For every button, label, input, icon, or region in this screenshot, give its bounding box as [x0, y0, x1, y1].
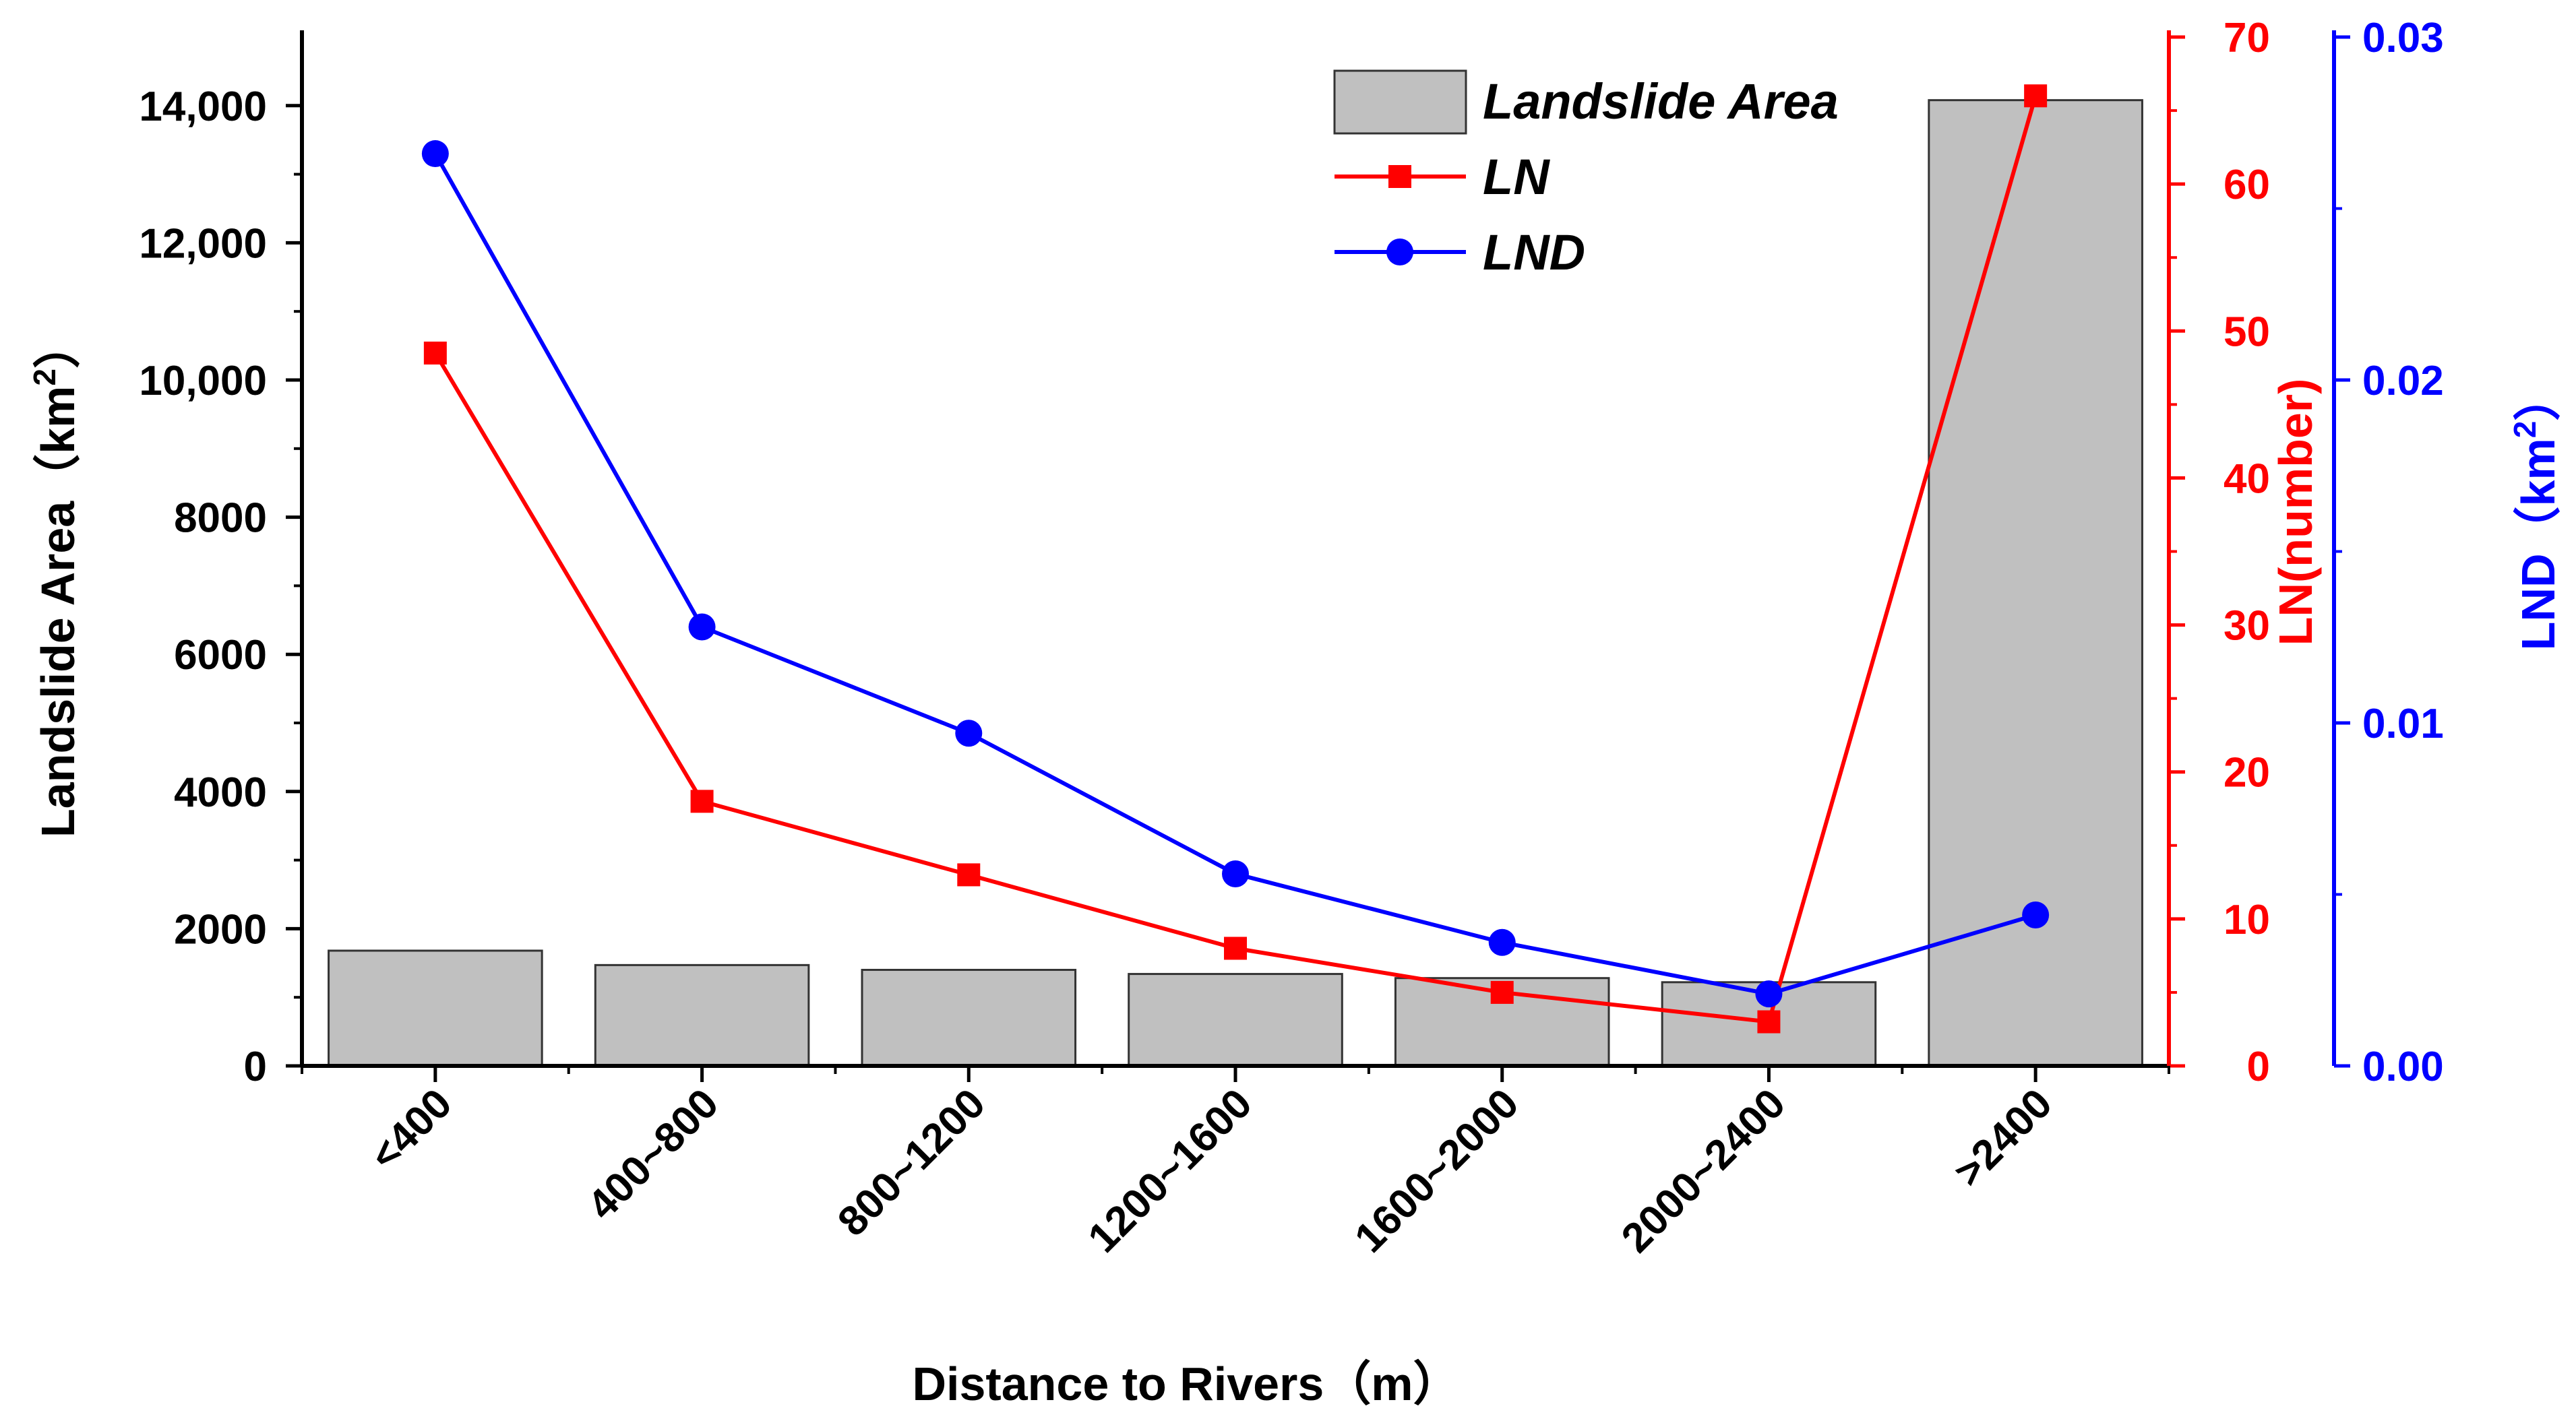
ln-tick-label-7: 70: [2224, 15, 2270, 61]
point-ln-0: [423, 342, 447, 365]
point-lnd-3: [1222, 860, 1249, 887]
left-axis-title-main: Landslide Area（km: [32, 386, 84, 837]
left-tick-label-7: 14,000: [139, 84, 267, 130]
bar-landslide-area-0: [328, 949, 543, 1067]
lnd-tick-label-1: 0.01: [2362, 701, 2444, 747]
point-lnd-0: [421, 140, 449, 168]
lnd-tick-label-3: 0.03: [2362, 15, 2444, 61]
ln-tick-label-2: 20: [2224, 750, 2270, 796]
lnd-tick-label-0: 0.00: [2362, 1044, 2444, 1090]
left-tick-label-0: 0: [244, 1044, 267, 1090]
ln-tick-label-1: 10: [2224, 897, 2270, 943]
ln-tick-label-4: 40: [2224, 455, 2270, 502]
point-lnd-1: [688, 613, 716, 641]
point-ln-2: [957, 863, 981, 887]
left-tick-label-6: 12,000: [139, 220, 267, 267]
legend-marker-lnd: [1386, 239, 1413, 265]
bar-landslide-area-3: [1128, 973, 1343, 1067]
ln-tick-label-6: 60: [2224, 162, 2270, 208]
bar-landslide-area-2: [861, 968, 1077, 1067]
point-ln-4: [1490, 980, 1514, 1004]
left-axis-title-tail: ）: [32, 321, 84, 369]
lnd-tick-label-2: 0.02: [2362, 358, 2444, 404]
legend-marker-ln: [1388, 165, 1411, 188]
line-series: [421, 84, 2050, 1034]
legend-swatch-landslide-area: [1333, 69, 1467, 135]
lnd-axis-title-main: LND（km: [2512, 438, 2565, 650]
legend-label-ln: LN: [1483, 149, 1550, 205]
left-tick-label-2: 4000: [174, 769, 267, 816]
point-lnd-4: [1488, 928, 1516, 956]
ln-tick-label-0: 0: [2247, 1044, 2270, 1090]
legend: Landslide Area LN LND: [1333, 69, 1839, 280]
legend-label-landslide-area: Landslide Area: [1483, 73, 1839, 129]
point-ln-1: [690, 790, 714, 813]
x-axis-title: Distance to Rivers（m）: [912, 1358, 1460, 1410]
left-axis-title-sup: 2: [27, 369, 62, 386]
ln-axis-title: LN(number): [2269, 379, 2322, 646]
point-ln-3: [1224, 937, 1247, 960]
left-tick-label-4: 8000: [174, 495, 267, 542]
point-ln-5: [1757, 1010, 1781, 1034]
left-tick-label-1: 2000: [174, 906, 267, 953]
left-tick-label-3: 6000: [174, 632, 267, 678]
point-lnd-2: [955, 720, 983, 747]
point-ln-6: [2024, 84, 2048, 108]
point-lnd-5: [1755, 980, 1783, 1008]
lnd-axis-title-sup: 2: [2507, 421, 2542, 439]
point-lnd-6: [2022, 901, 2050, 929]
lnd-axis-title: LND（km2）: [2507, 374, 2565, 651]
lnd-axis-title-tail: ）: [2512, 374, 2565, 421]
ln-tick-label-3: 30: [2224, 603, 2270, 650]
bar-landslide-area-1: [594, 963, 810, 1067]
left-tick-label-5: 10,000: [139, 358, 267, 404]
left-axis-title: Landslide Area（km2）: [27, 321, 84, 837]
legend-label-lnd: LND: [1483, 224, 1585, 280]
ln-tick-label-5: 50: [2224, 309, 2270, 355]
